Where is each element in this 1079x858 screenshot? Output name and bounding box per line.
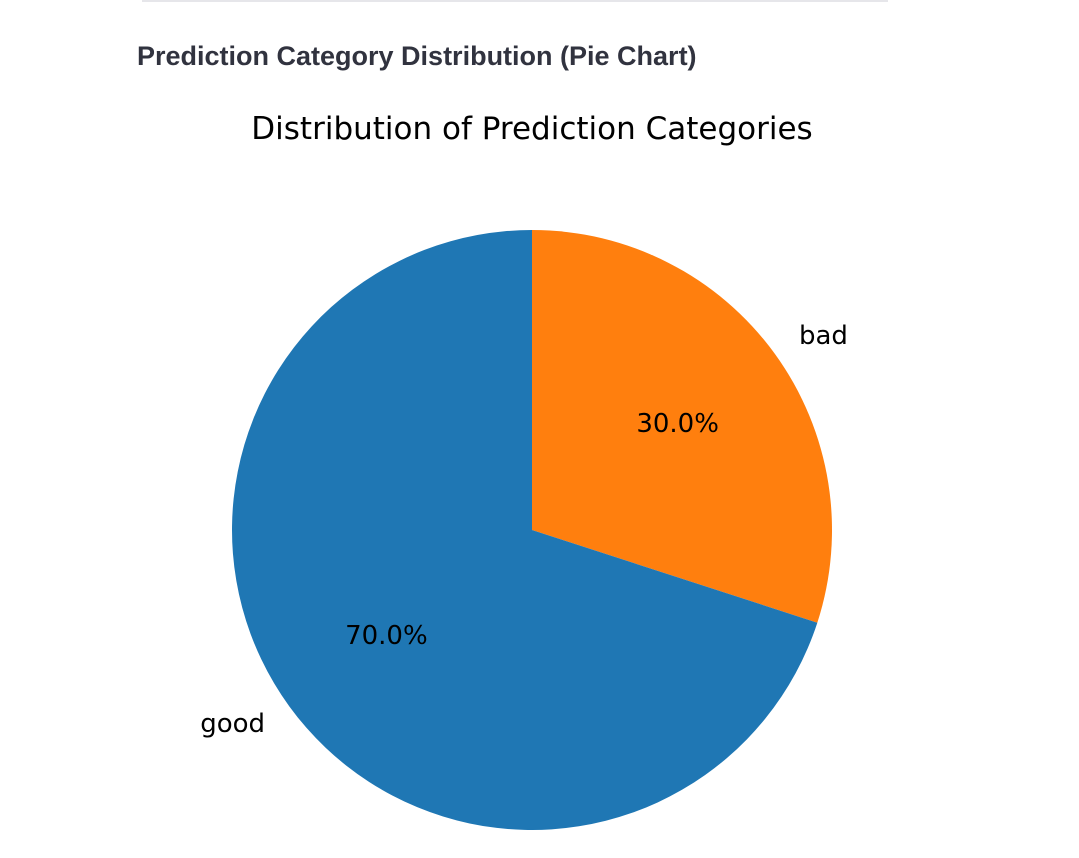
pie-percent-label-good: 70.0%: [345, 621, 428, 651]
top-divider: [142, 0, 888, 2]
pie-category-label-bad: bad: [799, 321, 848, 351]
pie-chart: Distribution of Prediction Categories 30…: [200, 111, 848, 830]
pie-percent-label-bad: 30.0%: [636, 409, 719, 439]
pie-slices: [232, 230, 832, 830]
pie-chart-figure: Distribution of Prediction Categories 30…: [0, 90, 1079, 858]
pie-category-label-good: good: [200, 709, 265, 739]
pie-slice-good: [232, 230, 818, 830]
section-heading: Prediction Category Distribution (Pie Ch…: [137, 41, 697, 71]
pie-slice-bad: [532, 230, 832, 623]
pie-labels: 30.0% bad 70.0% good: [200, 321, 848, 739]
chart-title: Distribution of Prediction Categories: [251, 111, 812, 147]
